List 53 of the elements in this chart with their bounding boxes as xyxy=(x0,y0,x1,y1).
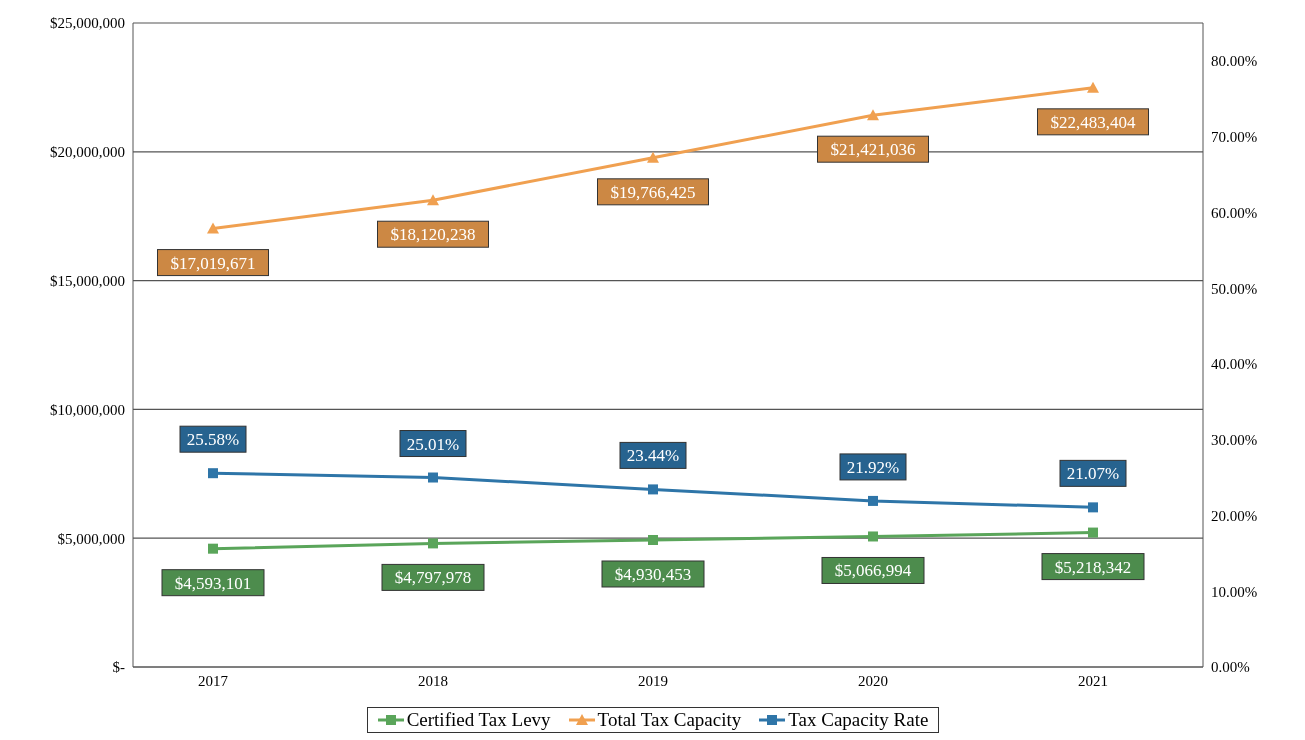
y-tick-label: $10,000,000 xyxy=(50,401,125,418)
y2-tick-label: 40.00% xyxy=(1211,356,1258,373)
y-tick-label: $15,000,000 xyxy=(50,272,125,289)
data-label: 23.44% xyxy=(626,446,680,466)
data-label: $22,483,404 xyxy=(1050,112,1136,132)
y2-tick-label: 0.00% xyxy=(1211,659,1250,676)
point xyxy=(428,538,438,549)
x-tick-label: 2020 xyxy=(858,672,888,689)
data-label: 21.92% xyxy=(846,457,900,477)
legend-label: Tax Capacity Rate xyxy=(788,709,929,731)
legend-label: Certified Tax Levy xyxy=(406,709,551,731)
data-label: 25.58% xyxy=(186,430,240,450)
point xyxy=(868,495,878,506)
y-tick-label: $20,000,000 xyxy=(50,144,125,161)
y2-tick-label: 80.00% xyxy=(1211,53,1258,70)
data-label: $19,766,425 xyxy=(610,182,696,202)
point xyxy=(1088,527,1098,538)
y-tick-label: $5,000,000 xyxy=(57,530,125,547)
x-tick-label: 2017 xyxy=(198,672,229,689)
y2-tick-label: 50.00% xyxy=(1211,280,1258,297)
data-label: $21,421,036 xyxy=(830,140,916,160)
data-label: $17,019,671 xyxy=(170,253,256,273)
point xyxy=(648,534,658,545)
data-label: $5,066,994 xyxy=(834,561,912,581)
y-tick-label: $25,000,000 xyxy=(50,15,125,32)
point xyxy=(647,151,659,163)
data-label: $18,120,238 xyxy=(390,225,476,245)
point xyxy=(868,531,878,542)
x-tick-label: 2021 xyxy=(1078,672,1108,689)
y2-tick-label: 10.00% xyxy=(1211,583,1258,600)
point xyxy=(648,484,658,495)
y2-tick-label: 30.00% xyxy=(1211,432,1258,449)
legend-label: Total Tax Capacity xyxy=(597,709,742,731)
data-label: $4,797,978 xyxy=(394,568,472,588)
point xyxy=(427,194,439,206)
data-label: 25.01% xyxy=(406,434,460,454)
y2-tick-label: 70.00% xyxy=(1211,128,1258,145)
point xyxy=(1088,502,1098,513)
y-tick-label: $- xyxy=(112,659,125,676)
point xyxy=(208,543,218,554)
x-tick-label: 2019 xyxy=(638,672,668,689)
data-label: $5,218,342 xyxy=(1054,557,1132,577)
point xyxy=(867,109,879,121)
point xyxy=(208,468,218,479)
y2-tick-label: 60.00% xyxy=(1211,204,1258,221)
x-tick-label: 2018 xyxy=(418,672,448,689)
point xyxy=(1087,81,1099,93)
data-label: $4,593,101 xyxy=(174,573,252,593)
data-label: 21.07% xyxy=(1066,464,1120,484)
point xyxy=(428,472,438,483)
data-label: $4,930,453 xyxy=(614,564,692,584)
point xyxy=(207,222,219,234)
y2-tick-label: 20.00% xyxy=(1211,507,1258,524)
